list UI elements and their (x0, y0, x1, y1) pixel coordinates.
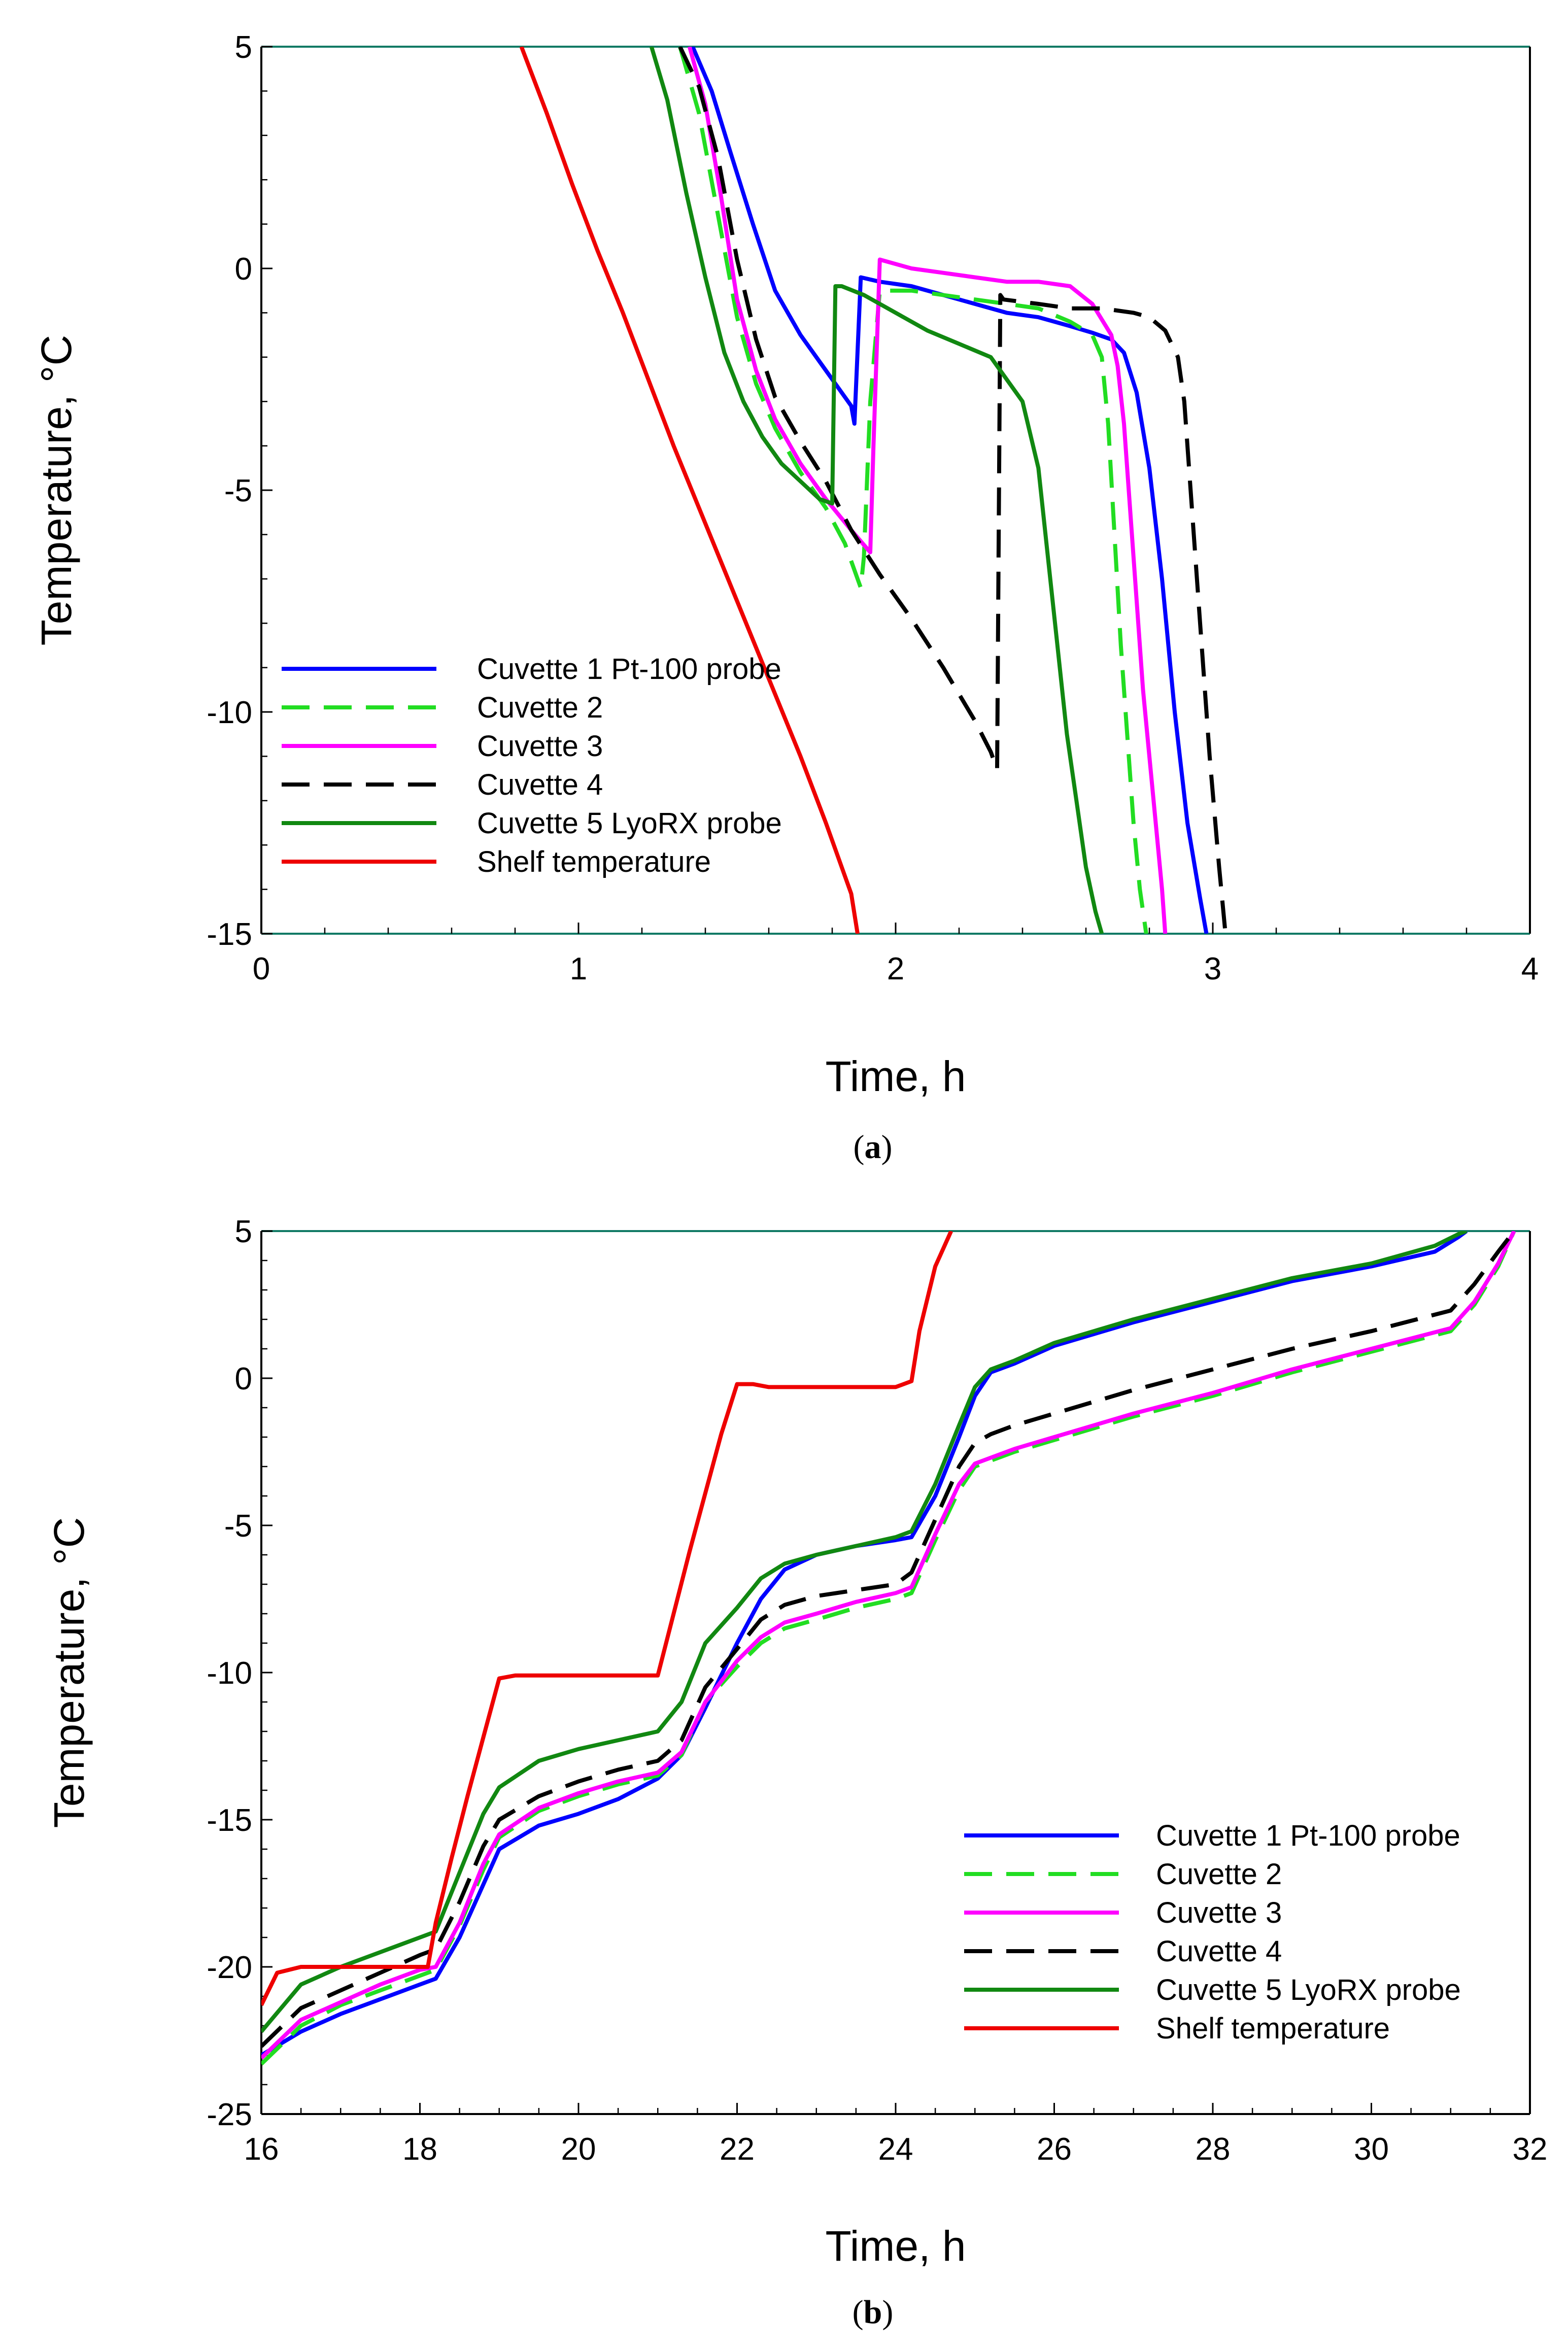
chart-panel-b: 16 18 20 22 24 26 28 30 32 -25 -20 -15 -10 -5 0 5 Time, … (45, 1214, 1547, 2331)
y-tick-label: 0 (235, 252, 252, 287)
x-tick-label: 26 (1037, 2132, 1072, 2167)
legend-label: Cuvette 3 (477, 730, 603, 763)
y-tick-label: -15 (207, 1803, 252, 1838)
x-tick-label: 1 (570, 951, 587, 986)
panel-caption: (a) (854, 1129, 893, 1166)
y-tick-label: 5 (235, 1214, 252, 1249)
legend-label: Cuvette 1 Pt-100 probe (1156, 1819, 1460, 1852)
legend-label: Cuvette 5 LyoRX probe (477, 807, 782, 840)
x-tick-label: 24 (878, 2132, 913, 2167)
series-line-6 (261, 1231, 953, 2006)
y-tick-label: -25 (207, 2097, 252, 2132)
legend: Cuvette 1 Pt-100 probe Cuvette 2 Cuvette 3… (964, 1819, 1461, 2045)
x-tick-label: 16 (244, 2132, 279, 2167)
series-line-1 (691, 47, 1209, 934)
legend-label: Cuvette 3 (1156, 1896, 1282, 1929)
legend-label: Shelf temperature (1156, 2012, 1390, 2045)
x-axis-label: Time, h (826, 2222, 966, 2270)
legend-label: Cuvette 4 (1156, 1935, 1282, 1968)
x-tick-label: 18 (402, 2132, 437, 2167)
series-line-3 (261, 1231, 1516, 2060)
series-line-3 (687, 47, 1168, 934)
x-tick-label: 4 (1521, 951, 1539, 986)
series-line-2 (678, 47, 1148, 934)
y-tick-label: 0 (235, 1361, 252, 1397)
y-tick-label: -5 (224, 1509, 252, 1544)
legend: Cuvette 1 Pt-100 probe Cuvette 2 Cuvette 3… (282, 653, 782, 878)
x-tick-label: 30 (1354, 2132, 1389, 2167)
panel-caption: (b) (853, 2294, 894, 2331)
x-tick-label: 0 (253, 951, 270, 986)
series-line-6 (519, 47, 860, 934)
legend-label: Cuvette 4 (477, 768, 603, 801)
legend-label: Shelf temperature (477, 845, 711, 878)
y-axis-label: Temperature, °C (45, 1517, 93, 1828)
y-axis-label: Temperature, °C (32, 335, 80, 646)
y-tick-label: -10 (207, 695, 252, 730)
y-tick-label: 5 (235, 30, 252, 65)
y-tick-label: -15 (207, 917, 252, 952)
x-tick-label: 3 (1204, 951, 1221, 986)
legend-label: Cuvette 1 Pt-100 probe (477, 653, 781, 686)
x-tick-label: 20 (561, 2132, 596, 2167)
series-line-4 (678, 47, 1228, 934)
y-tick-label: -5 (224, 473, 252, 508)
y-tick-label: -10 (207, 1656, 252, 1691)
x-tick-label: 2 (887, 951, 904, 986)
x-tick-label: 32 (1513, 2132, 1548, 2167)
legend-label: Cuvette 2 (1156, 1858, 1282, 1891)
y-tick-label: -20 (207, 1950, 252, 1985)
series-line-2 (261, 1231, 1516, 2066)
series-line-5 (649, 47, 1104, 934)
x-tick-label: 28 (1196, 2132, 1231, 2167)
series-line-1 (261, 1231, 1468, 2057)
x-tick-label: 22 (720, 2132, 755, 2167)
x-axis-label: Time, h (826, 1052, 966, 1100)
legend-label: Cuvette 2 (477, 691, 603, 724)
series-line-5 (261, 1231, 1468, 2033)
series-line-4 (261, 1231, 1516, 2048)
chart-panel-a: 0 1 2 3 4 -15 -10 -5 0 5 Time, h Temperature, °C Cuv… (32, 30, 1539, 1166)
legend-label: Cuvette 5 LyoRX probe (1156, 1973, 1461, 2006)
